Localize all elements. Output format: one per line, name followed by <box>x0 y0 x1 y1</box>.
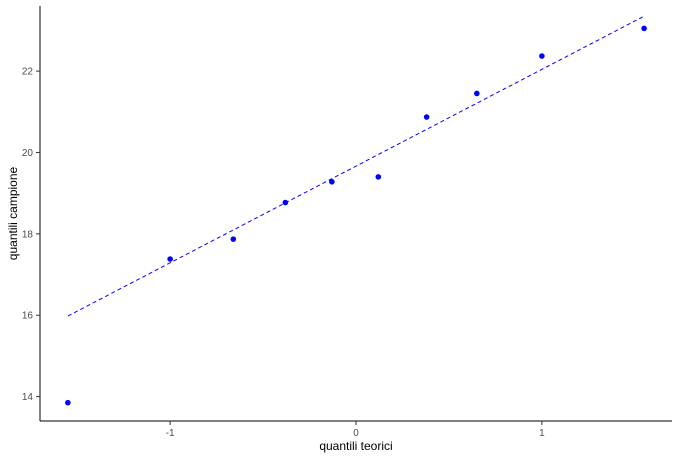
data-point <box>329 178 335 185</box>
data-point <box>641 25 647 32</box>
x-axis-title: quantili teorici <box>319 439 392 453</box>
x-tick-label: 1 <box>539 428 545 439</box>
data-point <box>282 199 289 206</box>
data-point <box>65 399 71 406</box>
points-layer <box>65 25 647 406</box>
reference-line <box>67 15 645 317</box>
data-point <box>230 236 237 242</box>
y-tick-label: 16 <box>22 311 34 322</box>
data-point <box>539 53 545 59</box>
data-point <box>375 174 382 180</box>
data-point <box>474 90 480 97</box>
y-ticks: 14 16 18 20 22 <box>22 67 40 403</box>
y-tick-label: 18 <box>22 229 34 240</box>
data-point <box>167 256 173 262</box>
y-tick-label: 20 <box>22 148 34 159</box>
x-tick-label: -1 <box>166 428 175 439</box>
x-tick-label: 0 <box>353 428 359 439</box>
x-ticks: -1 0 1 <box>166 421 545 439</box>
data-point <box>423 114 430 120</box>
y-axis-title: quantili campione <box>6 166 20 260</box>
y-tick-label: 14 <box>22 392 34 403</box>
y-tick-label: 22 <box>22 67 34 78</box>
reference-line-layer <box>67 15 645 317</box>
